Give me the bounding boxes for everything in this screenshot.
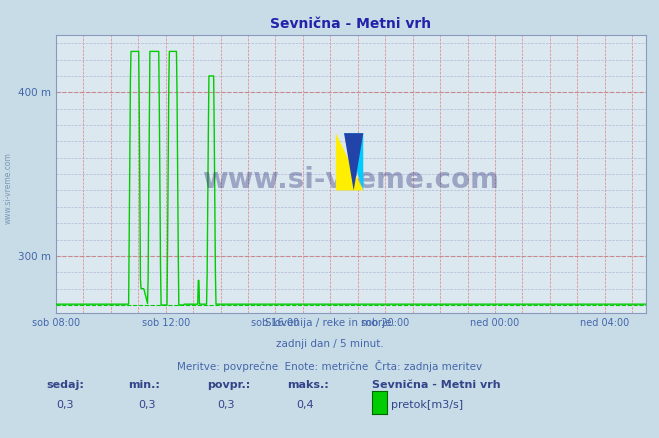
Title: Sevnična - Metni vrh: Sevnična - Metni vrh xyxy=(270,17,432,31)
Text: maks.:: maks.: xyxy=(287,380,328,390)
Text: Meritve: povprečne  Enote: metrične  Črta: zadnja meritev: Meritve: povprečne Enote: metrične Črta:… xyxy=(177,360,482,371)
Text: 0,4: 0,4 xyxy=(297,400,314,410)
Text: zadnji dan / 5 minut.: zadnji dan / 5 minut. xyxy=(275,339,384,349)
Polygon shape xyxy=(344,133,363,191)
Text: min.:: min.: xyxy=(129,380,160,390)
Text: 0,3: 0,3 xyxy=(56,400,74,410)
Text: Slovenija / reke in morje.: Slovenija / reke in morje. xyxy=(264,318,395,328)
Text: www.si-vreme.com: www.si-vreme.com xyxy=(202,166,500,194)
Text: sedaj:: sedaj: xyxy=(46,380,84,390)
Text: 0,3: 0,3 xyxy=(217,400,235,410)
Polygon shape xyxy=(336,133,363,191)
Text: Sevnična - Metni vrh: Sevnična - Metni vrh xyxy=(372,380,501,390)
Text: www.si-vreme.com: www.si-vreme.com xyxy=(3,152,13,224)
Text: 0,3: 0,3 xyxy=(138,400,156,410)
Text: povpr.:: povpr.: xyxy=(208,380,251,390)
Text: pretok[m3/s]: pretok[m3/s] xyxy=(391,400,463,410)
Polygon shape xyxy=(344,133,363,191)
